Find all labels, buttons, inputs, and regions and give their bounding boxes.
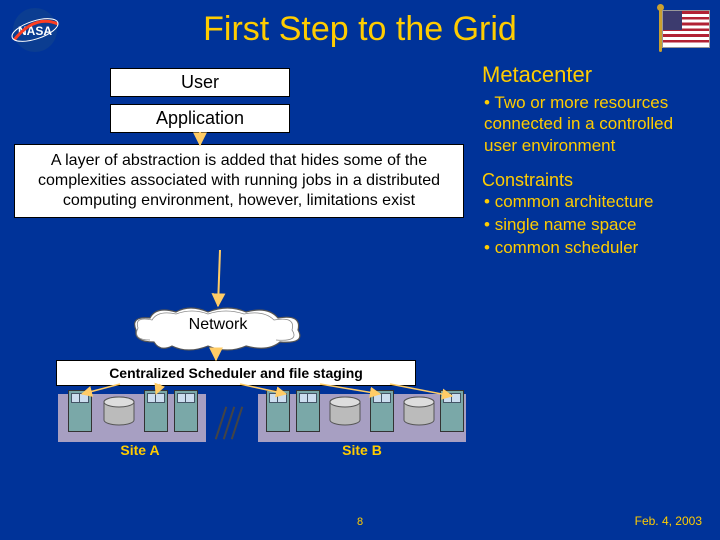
server-icon [68, 390, 92, 432]
constraint-item: common architecture [484, 191, 707, 212]
metacenter-panel: Metacenter Two or more resources connect… [482, 62, 707, 261]
constraint-item: common scheduler [484, 237, 707, 258]
site-b-label: Site B [312, 442, 412, 458]
site-a-label: Site A [90, 442, 190, 458]
server-icon [296, 390, 320, 432]
constraints-heading: Constraints [482, 170, 707, 191]
page-title: First Step to the Grid [0, 10, 720, 49]
constraint-item: single name space [484, 214, 707, 235]
application-box: Application [110, 104, 290, 133]
server-icon [174, 390, 198, 432]
disk-icon [328, 396, 362, 428]
server-icon [440, 390, 464, 432]
slide-date: Feb. 4, 2003 [635, 514, 702, 528]
metacenter-heading: Metacenter [482, 62, 707, 88]
sites-diagram: Site A Site B [40, 390, 470, 470]
disk-icon [402, 396, 436, 428]
page-number: 8 [0, 516, 720, 528]
server-icon [266, 390, 290, 432]
scheduler-box: Centralized Scheduler and file staging [56, 360, 416, 386]
metacenter-bullet: Two or more resources connected in a con… [484, 92, 707, 156]
network-label: Network [128, 316, 308, 334]
user-box: User [110, 68, 290, 97]
site-gap-marks [214, 406, 254, 436]
abstraction-layer-box: A layer of abstraction is added that hid… [14, 144, 464, 218]
server-icon [370, 390, 394, 432]
server-icon [144, 390, 168, 432]
disk-icon [102, 396, 136, 428]
